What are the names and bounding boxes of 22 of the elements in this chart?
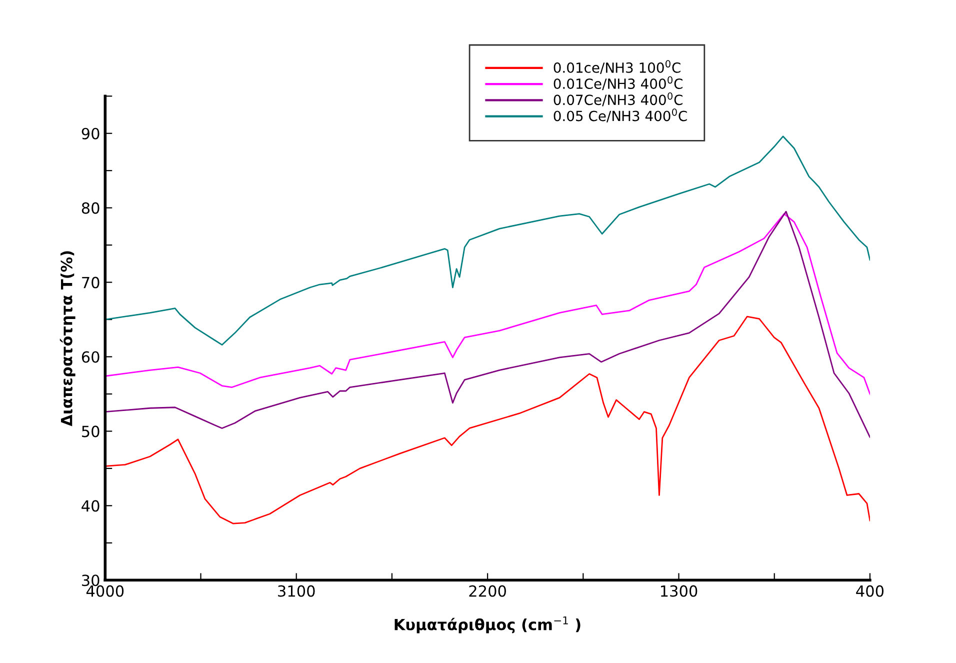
line-series	[105, 136, 870, 346]
x-tick-label: 2200	[469, 585, 506, 597]
y-tick-label: 30	[82, 574, 100, 586]
x-axis-title: Κυματάριθμος (cm$^{−1}$ )	[394, 616, 580, 634]
y-tick-label: 60	[82, 351, 100, 363]
y-tick-label: 80	[82, 202, 100, 214]
legend-label: 0.07Ce/NH3 400$^{0}$C	[554, 92, 682, 106]
x-tick-label: 1300	[660, 585, 698, 597]
line-series	[105, 213, 870, 395]
y-tick-label: 70	[82, 276, 100, 288]
y-tick-label: 90	[82, 128, 100, 140]
y-axis-title: Διαπερατότητα T(%)	[60, 251, 76, 426]
x-tick-label: 4000	[86, 585, 124, 597]
legend-label: 0.01Ce/NH3 400$^{0}$C	[554, 76, 682, 90]
x-tick-label: 3100	[278, 585, 315, 597]
line-series	[105, 210, 870, 438]
x-tick-label: 400	[856, 585, 884, 597]
y-tick-label: 40	[82, 500, 100, 512]
legend-label: 0.01ce/NH3 100$^{0}$C	[554, 60, 680, 74]
legend-label: 0.05 Ce/NH3 400$^{0}$C	[554, 108, 687, 122]
line-series	[105, 316, 870, 524]
y-tick-label: 50	[82, 426, 100, 438]
